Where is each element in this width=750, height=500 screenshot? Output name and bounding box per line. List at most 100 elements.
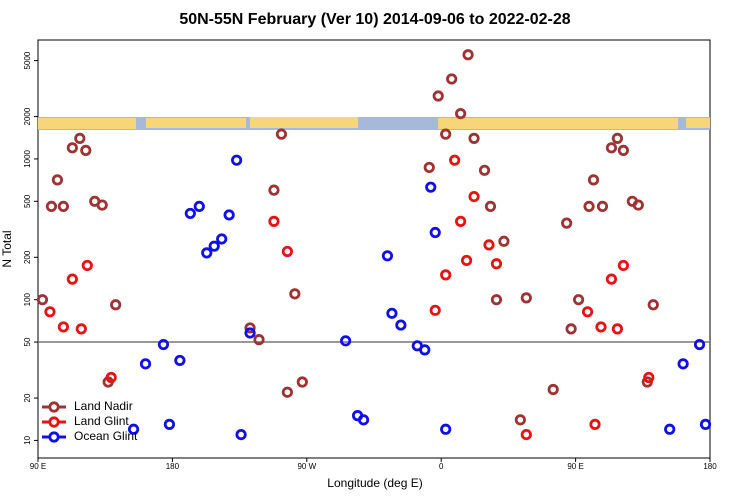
x-tick-label: 90 W (297, 462, 316, 471)
data-point (244, 327, 256, 339)
data-point (44, 306, 56, 318)
data-point (478, 164, 491, 176)
data-point (36, 294, 49, 306)
data-point (244, 322, 256, 334)
data-point (468, 191, 480, 203)
data-point (423, 161, 435, 174)
data-point (275, 128, 288, 140)
data-point (57, 200, 69, 213)
data-point (80, 144, 92, 156)
data-point (699, 418, 712, 430)
data-point (289, 288, 301, 300)
data-point (611, 132, 624, 144)
data-point (490, 294, 503, 306)
data-point (231, 154, 243, 166)
data-point (208, 240, 220, 252)
data-point (340, 335, 352, 347)
y-tick-label: 1000 (23, 149, 32, 167)
data-point (296, 376, 308, 388)
x-tick-label: 0 (439, 462, 444, 471)
data-point (381, 250, 394, 262)
data-point (193, 200, 205, 213)
plot-frame (37, 39, 711, 459)
data-point (281, 386, 293, 398)
data-point (45, 200, 58, 213)
data-point (632, 199, 644, 211)
data-point (462, 49, 474, 61)
data-point (157, 338, 170, 351)
y-tick-label: 50 (23, 337, 32, 346)
data-point (357, 414, 370, 426)
legend-label: Ocean Glint (74, 429, 138, 443)
data-point (561, 217, 573, 229)
data-point (581, 306, 594, 318)
data-point (440, 128, 452, 140)
data-point (589, 418, 601, 430)
data-point (51, 174, 64, 186)
x-axis-label: Longitude (deg E) (327, 476, 422, 490)
data-point (596, 200, 609, 213)
legend-label: Land Nadir (74, 399, 133, 413)
x-tick-label: 90 E (30, 462, 46, 471)
data-point (677, 358, 689, 370)
data-point (611, 323, 624, 335)
data-point (483, 239, 495, 251)
data-point (223, 209, 235, 221)
data-point (281, 245, 293, 258)
data-point (429, 304, 441, 316)
y-tick-label: 100 (23, 292, 32, 306)
data-point (583, 200, 595, 213)
data-point (565, 323, 577, 335)
data-point (449, 154, 461, 166)
data-point (572, 294, 585, 306)
data-point (440, 423, 452, 435)
data-point (216, 233, 228, 245)
y-tick-label: 10 (23, 435, 32, 444)
x-tick-label: 180 (166, 462, 180, 471)
legend-marker (48, 416, 60, 428)
data-point (605, 273, 618, 285)
data-point (595, 321, 607, 333)
data-point (395, 319, 407, 331)
data-point (455, 215, 467, 227)
data-point (647, 299, 659, 311)
data-point (520, 428, 532, 441)
data-point (66, 273, 78, 285)
y-tick-label: 200 (23, 250, 32, 264)
data-point (490, 258, 503, 270)
data-point (96, 199, 108, 211)
y-axis-label: N Total (0, 230, 14, 267)
data-point (617, 144, 629, 156)
data-point (425, 181, 437, 193)
data-point (139, 358, 152, 370)
data-point (419, 344, 431, 356)
data-point (201, 247, 213, 259)
data-point (57, 321, 69, 333)
legend-label: Land Glint (74, 414, 129, 428)
data-point (693, 338, 706, 351)
data-point (605, 142, 618, 154)
data-point (110, 299, 122, 311)
data-point (498, 235, 510, 247)
legend-marker (48, 431, 60, 443)
data-point (460, 254, 473, 267)
data-point (81, 259, 93, 272)
data-point (235, 428, 247, 441)
land-mask-band (38, 117, 710, 130)
data-point (253, 334, 265, 346)
data-point (440, 269, 452, 281)
data-point (643, 371, 655, 384)
y-tick-label: 500 (23, 194, 32, 208)
data-point (174, 354, 186, 367)
chart-title: 50N-55N February (Ver 10) 2014-09-06 to … (179, 11, 570, 28)
data-point (547, 383, 559, 396)
y-tick-label: 20 (23, 393, 32, 402)
data-point (432, 90, 444, 102)
data-point (520, 292, 532, 304)
data-point (268, 184, 280, 196)
data-point (617, 259, 629, 272)
data-point (446, 73, 458, 85)
data-point (484, 200, 497, 213)
data-point (127, 423, 140, 435)
